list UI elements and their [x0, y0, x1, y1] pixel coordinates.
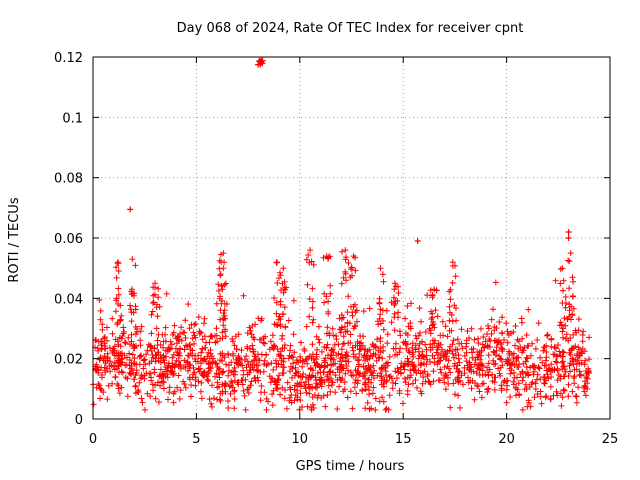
x-axis-label: GPS time / hours	[296, 459, 405, 474]
y-tick-label: 0.08	[54, 172, 83, 187]
outlier-point	[127, 206, 134, 213]
outlier-point	[414, 238, 421, 245]
y-tick-label: 0.04	[54, 292, 83, 307]
roti-point-cloud	[90, 247, 593, 413]
y-tick-label: 0.12	[54, 51, 83, 66]
x-tick-label: 10	[292, 432, 309, 447]
x-tick-label: 25	[602, 432, 619, 447]
y-tick-label: 0.02	[54, 353, 83, 368]
chart-title: Day 068 of 2024, Rate Of TEC Index for r…	[177, 21, 524, 36]
axis-ticks: 0 5 10 15 20 25 0 0.02 0.04 0.06 0.08 0.1 0.12	[54, 51, 618, 447]
x-tick-label: 5	[192, 432, 200, 447]
grid-lines	[93, 57, 610, 419]
outlier-point	[565, 228, 572, 235]
x-tick-label: 15	[395, 432, 412, 447]
y-tick-label: 0	[75, 413, 83, 428]
outlier-point	[565, 235, 572, 241]
x-tick-label: 0	[89, 432, 97, 447]
y-tick-label: 0.1	[62, 111, 83, 126]
x-tick-label: 20	[498, 432, 515, 447]
data-points	[90, 57, 593, 413]
y-tick-label: 0.06	[54, 232, 83, 247]
y-axis-label: ROTI / TECUs	[7, 197, 22, 282]
outlier-point	[255, 57, 266, 68]
